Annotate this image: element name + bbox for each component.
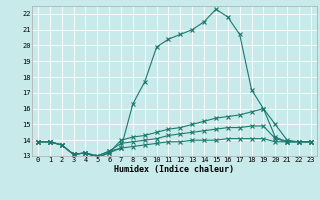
X-axis label: Humidex (Indice chaleur): Humidex (Indice chaleur) [115, 165, 234, 174]
